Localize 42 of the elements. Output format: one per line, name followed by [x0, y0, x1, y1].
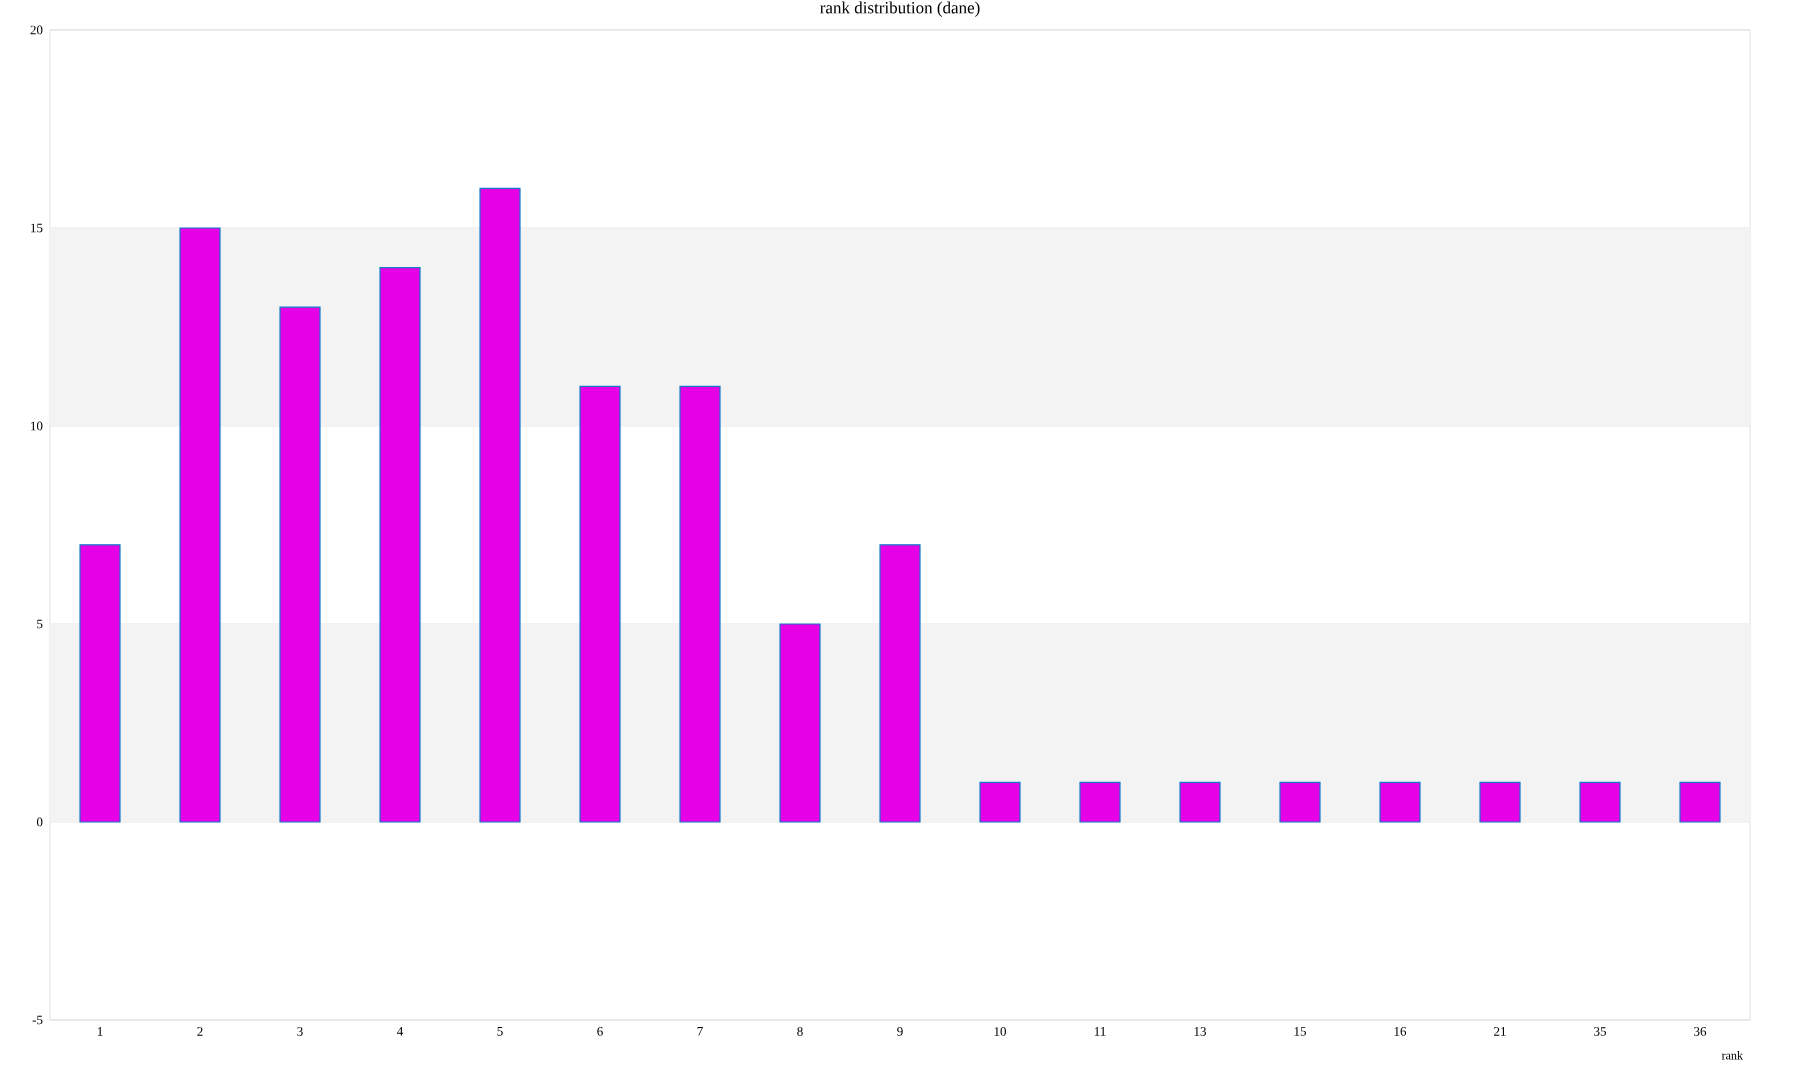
bar — [79, 544, 121, 823]
x-tick-label: 6 — [597, 1027, 603, 1036]
bar — [679, 385, 721, 823]
x-tick-label: 4 — [397, 1027, 404, 1036]
bar — [1079, 781, 1121, 823]
bar — [479, 187, 521, 823]
bar — [779, 623, 821, 823]
x-tick-label: 7 — [697, 1027, 703, 1036]
bar — [379, 266, 421, 823]
bar — [1279, 781, 1321, 823]
x-tick-label: 13 — [1194, 1027, 1206, 1036]
bar — [279, 306, 321, 823]
x-tick-label: 36 — [1694, 1027, 1707, 1036]
x-tick-label: 8 — [797, 1027, 803, 1036]
bar — [1679, 781, 1721, 823]
bar — [179, 227, 221, 823]
chart-title: rank distribution (dane) — [820, 1, 980, 17]
x-tick-label: 21 — [1494, 1027, 1506, 1036]
x-tick-label: 5 — [497, 1027, 503, 1036]
y-tick-label: 20 — [30, 25, 43, 35]
y-tick-label: 15 — [31, 223, 43, 233]
y-tick-label: 10 — [31, 421, 43, 431]
x-axis-title: rank — [1721, 1051, 1743, 1060]
x-tick-label: 15 — [1294, 1027, 1306, 1036]
bar — [1379, 781, 1421, 823]
bar — [1479, 781, 1521, 823]
y-tick-label: -5 — [32, 1015, 43, 1025]
x-tick-label: 2 — [197, 1027, 203, 1036]
y-tick-label: 5 — [37, 619, 43, 629]
x-tick-label: 9 — [897, 1027, 903, 1036]
bar — [1579, 781, 1621, 823]
x-tick-label: 1 — [97, 1027, 103, 1036]
y-tick-label: 0 — [36, 817, 43, 827]
x-tick-label: 10 — [994, 1027, 1006, 1036]
bar — [1179, 781, 1221, 823]
x-tick-label: 3 — [297, 1027, 303, 1036]
x-tick-label: 11 — [1094, 1027, 1106, 1036]
bar — [579, 385, 621, 823]
bar — [979, 781, 1021, 823]
x-tick-label: 35 — [1594, 1027, 1606, 1036]
bar — [879, 544, 921, 823]
x-tick-label: 16 — [1394, 1027, 1407, 1036]
